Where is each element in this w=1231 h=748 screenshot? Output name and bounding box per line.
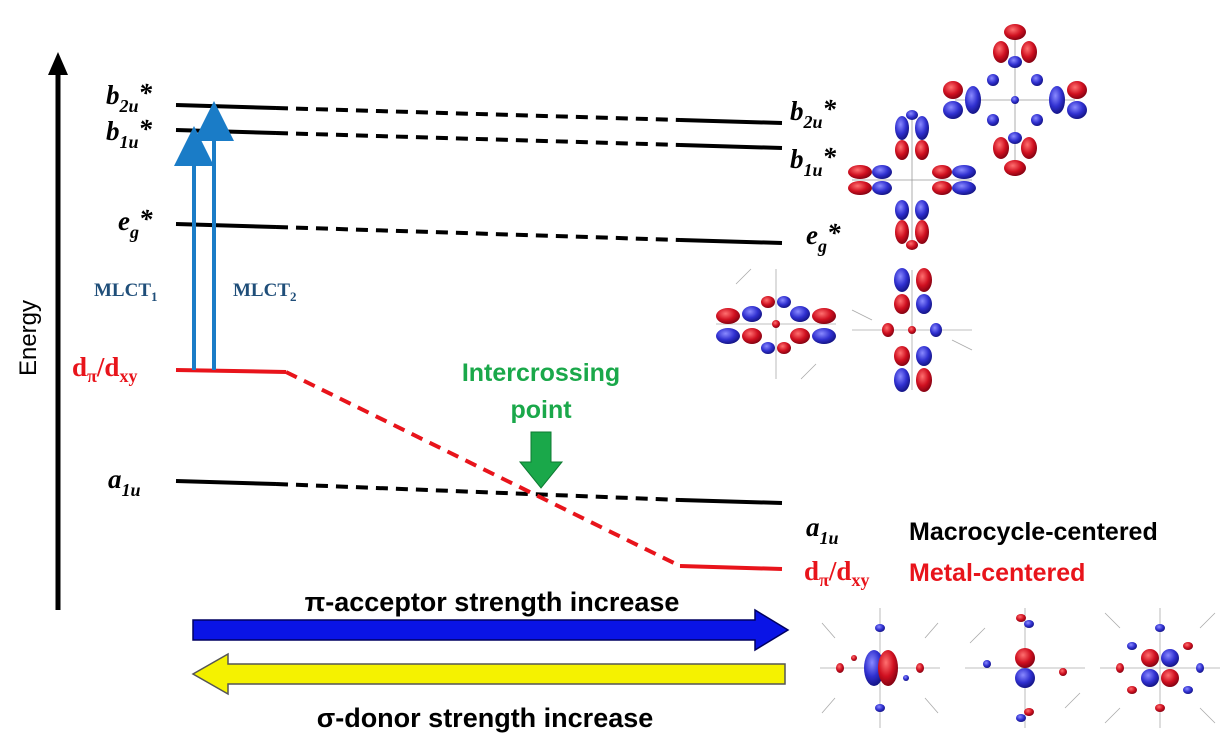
legend-macrocycle-centered: Macrocycle-centered bbox=[909, 518, 1158, 546]
legend-metal-centered: Metal-centered bbox=[909, 559, 1085, 587]
pi-acceptor-arrow bbox=[192, 608, 790, 652]
label-right-b2u: b2u* bbox=[790, 94, 837, 132]
level-b1u bbox=[175, 128, 783, 150]
mlct2-label: MLCT2 bbox=[233, 280, 297, 304]
label-right-dpi: dπ/dxy bbox=[804, 556, 869, 590]
level-dpi-dxy bbox=[175, 368, 783, 571]
orbital-eg-picture-2 bbox=[851, 268, 973, 392]
level-eg bbox=[175, 222, 783, 245]
sigma-donor-label: σ-donor strength increase bbox=[317, 703, 654, 733]
intercrossing-label-line2: point bbox=[510, 396, 572, 424]
label-left-b2u: b2u* bbox=[106, 78, 153, 116]
label-left-a1u: a1u bbox=[108, 464, 141, 500]
orbital-metal-picture-2 bbox=[965, 608, 1085, 728]
energy-axis-label: Energy bbox=[15, 300, 42, 376]
level-a1u bbox=[175, 479, 783, 505]
orbital-eg-picture-1 bbox=[716, 268, 836, 380]
label-right-b1u: b1u* bbox=[790, 142, 837, 180]
label-left-b1u: b1u* bbox=[106, 114, 153, 152]
mlct1-label: MLCT1 bbox=[94, 280, 158, 304]
orbital-b1u-picture bbox=[848, 110, 976, 250]
level-b2u bbox=[175, 103, 783, 125]
label-right-a1u: a1u bbox=[806, 512, 839, 548]
sigma-donor-arrow bbox=[191, 652, 786, 696]
intercrossing-label-line1: Intercrossing bbox=[462, 359, 620, 387]
intercrossing-arrow bbox=[518, 431, 564, 489]
orbital-metal-picture-1 bbox=[820, 608, 940, 728]
label-right-eg: eg* bbox=[806, 218, 841, 256]
label-left-eg: eg* bbox=[118, 204, 153, 242]
pi-acceptor-label: π-acceptor strength increase bbox=[305, 587, 680, 617]
energy-axis-arrowhead bbox=[48, 52, 68, 75]
label-left-dpi: dπ/dxy bbox=[72, 352, 137, 386]
orbital-metal-picture-3 bbox=[1100, 608, 1220, 728]
orbital-b2u-picture bbox=[943, 24, 1087, 176]
